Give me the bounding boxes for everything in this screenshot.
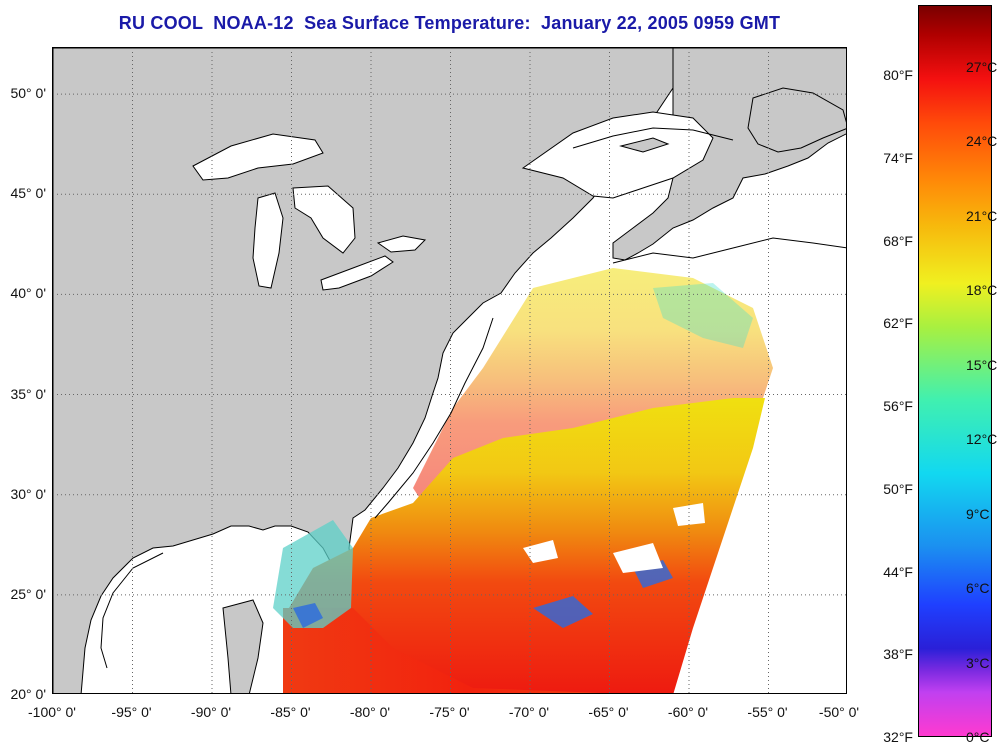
lake-huron (292, 185, 356, 254)
latitude-label: 30° 0' (10, 485, 46, 502)
celsius-label: 9°C (966, 505, 990, 522)
sst-swath-south (283, 608, 602, 693)
longitude-label: -100° 0' (28, 704, 76, 720)
latitude-label: 35° 0' (10, 385, 46, 402)
celsius-label: 24°C (966, 133, 998, 150)
fahrenheit-label: 80°F (883, 67, 913, 84)
fahrenheit-label: 68°F (883, 232, 913, 249)
fahrenheit-label: 74°F (883, 150, 913, 167)
longitude-label: -65° 0' (588, 704, 629, 720)
longitude-label: -75° 0' (429, 704, 470, 720)
longitude-label: -70° 0' (508, 704, 550, 720)
fahrenheit-label: 56°F (883, 398, 913, 415)
lake-superior (192, 133, 324, 181)
longitude-label: -95° 0' (111, 704, 152, 720)
longitude-label: -85° 0' (270, 704, 311, 720)
map-title: RU COOL NOAA-12 Sea Surface Temperature:… (118, 13, 781, 33)
map-grid (53, 48, 846, 693)
sst-cloud-gaps (523, 503, 705, 573)
celsius-label: 0°C (966, 729, 990, 745)
land-yucatan (222, 599, 264, 693)
sst-blue-patches (293, 560, 673, 628)
sst-map (52, 47, 847, 694)
celsius-label: 21°C (966, 207, 998, 224)
latitude-label: 40° 0' (10, 285, 46, 302)
celsius-label: 15°C (966, 356, 998, 373)
gulf-st-lawrence (521, 111, 714, 199)
sst-speckle-north (653, 283, 753, 348)
land-anticosti (619, 137, 670, 153)
fahrenheit-label: 38°F (883, 646, 913, 663)
fahrenheit-label: 50°F (883, 480, 913, 497)
celsius-label: 27°C (966, 59, 998, 76)
latitude-label: 45° 0' (10, 185, 46, 202)
latitude-label: 20° 0' (10, 686, 46, 702)
celsius-label: 18°C (966, 282, 998, 299)
celsius-label: 3°C (966, 654, 990, 671)
land-newfoundland (747, 87, 846, 153)
longitude-label: -55° 0' (747, 704, 788, 720)
fahrenheit-label: 62°F (883, 315, 913, 332)
contour-600ft (100, 127, 846, 669)
latitude-label: 25° 0' (10, 585, 46, 602)
fahrenheit-label: 32°F (883, 729, 913, 745)
celsius-label: 12°C (966, 431, 998, 448)
temperature-colorbar (918, 5, 992, 737)
celsius-label: 6°C (966, 580, 990, 597)
longitude-label: -60° 0' (667, 704, 709, 720)
fahrenheit-label: 44°F (883, 563, 913, 580)
sst-swath-main (283, 398, 765, 693)
longitude-label: -90° 0' (190, 704, 232, 720)
lake-erie (320, 255, 394, 291)
sst-cold-patch-gulf (273, 520, 353, 628)
lake-michigan (252, 192, 284, 289)
longitude-label: -50° 0' (818, 704, 860, 720)
lake-ontario (376, 235, 427, 253)
latitude-label: 50° 0' (10, 85, 46, 102)
longitude-label: -80° 0' (349, 704, 391, 720)
